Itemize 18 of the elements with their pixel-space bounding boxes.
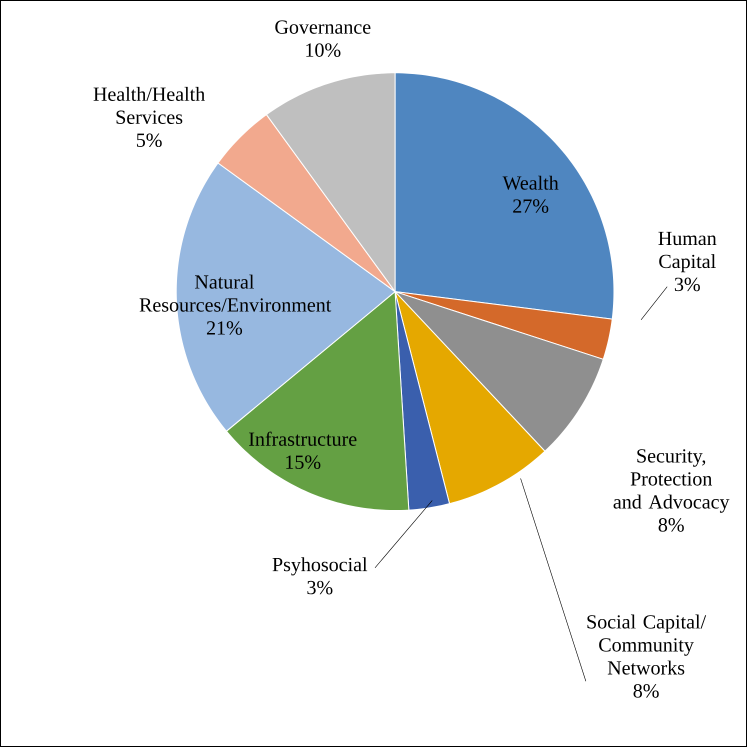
data-label: 21% [206, 321, 242, 335]
data-label: 8% [634, 684, 659, 698]
slice-label: Infrastructure [249, 432, 356, 446]
data-label: 15% [286, 455, 320, 469]
data-label: 3% [307, 580, 332, 594]
slice-label: Psyhosocial [272, 557, 368, 576]
data-label: 3% [674, 278, 700, 292]
slice-label: Social Capital/ Community Networks [587, 614, 706, 675]
data-label: 10% [306, 43, 340, 57]
data-label: 8% [658, 518, 684, 532]
slice-label: Wealth [502, 176, 558, 190]
slice-label: Natural Resources/Environment [140, 274, 332, 312]
slice-label: Health/Health Services [94, 86, 205, 124]
slice-label: Security, Protection and Advocacy [614, 449, 730, 513]
slice-label: Human Capital [658, 232, 716, 272]
data-label: 5% [136, 133, 162, 148]
slice-label: Governance [275, 20, 370, 34]
data-label: 27% [513, 199, 548, 213]
